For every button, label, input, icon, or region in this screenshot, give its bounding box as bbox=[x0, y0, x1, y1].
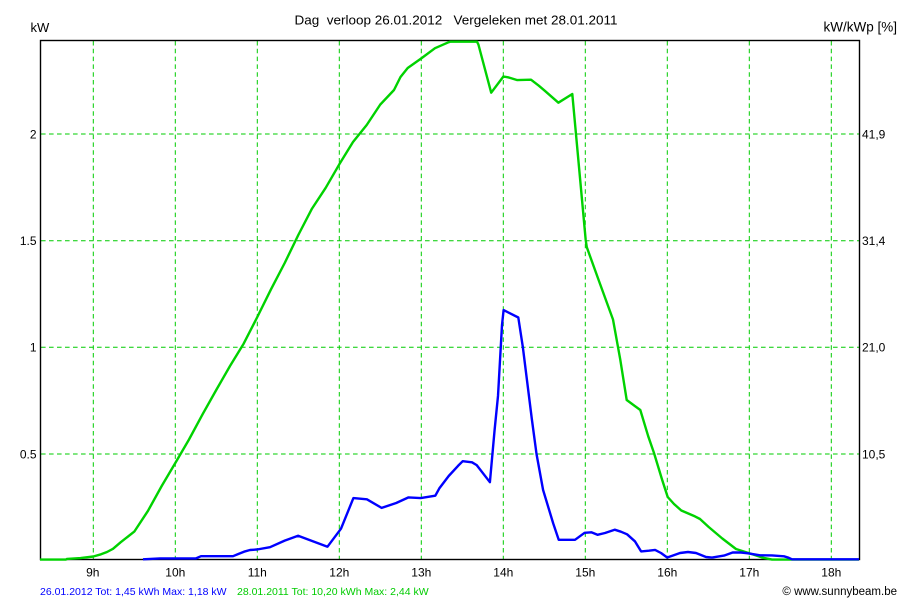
svg-text:21,0: 21,0 bbox=[862, 341, 886, 355]
svg-text:14h: 14h bbox=[493, 566, 513, 580]
svg-text:16h: 16h bbox=[657, 566, 677, 580]
svg-text:10h: 10h bbox=[165, 566, 185, 580]
svg-text:Dag verloop 26.01.2012 Verg: Dag verloop 26.01.2012 Vergeleken met 28… bbox=[295, 13, 618, 28]
svg-text:10,5: 10,5 bbox=[862, 447, 886, 461]
svg-text:11h: 11h bbox=[248, 566, 267, 580]
svg-text:9h: 9h bbox=[86, 566, 99, 580]
svg-text:18h: 18h bbox=[821, 566, 841, 580]
svg-text:2: 2 bbox=[30, 127, 37, 141]
svg-text:© www.sunnybeam.be: © www.sunnybeam.be bbox=[782, 586, 897, 598]
svg-text:1: 1 bbox=[30, 341, 37, 355]
svg-text:41,9: 41,9 bbox=[862, 127, 886, 141]
svg-text:31,4: 31,4 bbox=[862, 234, 886, 248]
svg-text:0.5: 0.5 bbox=[20, 447, 37, 461]
svg-text:13h: 13h bbox=[411, 566, 431, 580]
svg-text:12h: 12h bbox=[329, 566, 349, 580]
svg-text:26.01.2012 Tot: 1,45 kWh Max:: 26.01.2012 Tot: 1,45 kWh Max: 1,18 kW bbox=[40, 586, 227, 598]
svg-text:28.01.2011 Tot: 10,20 kWh Max:: 28.01.2011 Tot: 10,20 kWh Max: 2,44 kW bbox=[237, 586, 429, 598]
svg-text:1.5: 1.5 bbox=[20, 234, 37, 248]
svg-text:kW: kW bbox=[31, 20, 51, 35]
svg-text:kW/kWp [%]: kW/kWp [%] bbox=[824, 20, 898, 35]
svg-text:17h: 17h bbox=[739, 566, 759, 580]
svg-text:15h: 15h bbox=[575, 566, 595, 580]
